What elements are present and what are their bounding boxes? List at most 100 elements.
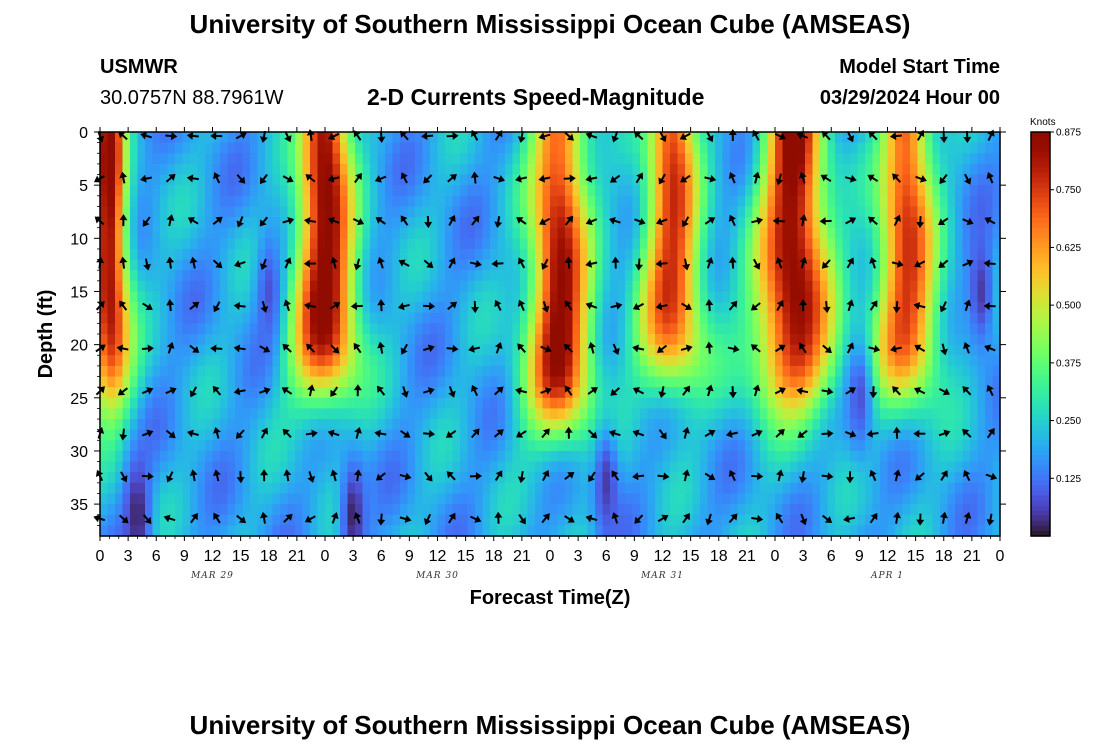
heatmap-cell: [752, 504, 761, 516]
heatmap-cell: [175, 419, 184, 431]
heatmap-cell: [287, 323, 296, 335]
heatmap-cell: [610, 185, 619, 197]
heatmap-cell: [977, 227, 986, 239]
heatmap-cell: [302, 429, 311, 441]
heatmap-cell: [580, 334, 589, 346]
heatmap-cell: [565, 195, 574, 208]
heatmap-cell: [227, 525, 236, 537]
heatmap-cell: [857, 344, 866, 356]
heatmap-cell: [505, 185, 514, 197]
heatmap-cell: [115, 153, 124, 165]
heatmap-cell: [317, 376, 326, 388]
heatmap-cell: [565, 440, 574, 452]
heatmap-cell: [385, 227, 394, 239]
heatmap-cell: [340, 142, 349, 154]
heatmap-cell: [797, 163, 806, 176]
heatmap-cell: [280, 365, 289, 378]
heatmap-cell: [482, 259, 491, 271]
heatmap-cell: [692, 185, 701, 197]
heatmap-cell: [752, 482, 761, 495]
heatmap-cell: [782, 525, 791, 537]
heatmap-cell: [242, 227, 251, 239]
heatmap-cell: [887, 291, 896, 303]
heatmap-cell: [955, 132, 964, 144]
heatmap-cell: [467, 525, 476, 537]
heatmap-cell: [587, 440, 596, 452]
heatmap-cell: [730, 195, 739, 208]
heatmap-cell: [520, 185, 529, 197]
heatmap-cell: [535, 270, 544, 282]
heatmap-cell: [347, 323, 356, 335]
heatmap-cell: [145, 504, 154, 516]
heatmap-cell: [700, 195, 709, 208]
heatmap-cell: [190, 376, 199, 388]
heatmap-cell: [152, 206, 161, 218]
heatmap-cell: [490, 227, 499, 239]
heatmap-cell: [805, 525, 814, 537]
heatmap-cell: [970, 334, 979, 346]
heatmap-cell: [722, 206, 731, 218]
heatmap-cell: [152, 525, 161, 537]
heatmap-cell: [992, 132, 1001, 144]
heatmap-cell: [445, 248, 454, 261]
heatmap-cell: [190, 248, 199, 261]
heatmap-cell: [760, 153, 769, 165]
heatmap-cell: [107, 504, 116, 516]
heatmap-cell: [737, 163, 746, 176]
heatmap-cell: [197, 174, 206, 186]
heatmap-cell: [550, 419, 559, 431]
heatmap-cell: [640, 185, 649, 197]
heatmap-cell: [527, 429, 536, 441]
current-vector: [940, 343, 948, 356]
current-vector: [236, 471, 245, 484]
current-vector: [796, 387, 809, 395]
heatmap-cell: [340, 514, 349, 526]
heatmap-cell: [137, 185, 146, 197]
heatmap-cell: [760, 132, 769, 144]
heatmap-cell: [632, 163, 641, 176]
heatmap-cell: [955, 323, 964, 335]
heatmap-cell: [325, 302, 334, 314]
heatmap-cell: [197, 259, 206, 271]
heatmap-cell: [557, 355, 566, 367]
heatmap-cell: [767, 429, 776, 441]
heatmap-cell: [265, 419, 274, 431]
heatmap-cell: [182, 153, 191, 165]
heatmap-cell: [205, 482, 214, 495]
heatmap-cell: [827, 450, 836, 463]
heatmap-cell: [707, 153, 716, 165]
current-vector: [682, 258, 691, 271]
heatmap-cell: [542, 472, 551, 484]
heatmap-cell: [782, 408, 791, 420]
heatmap-cell: [685, 238, 694, 250]
heatmap-cell: [272, 153, 281, 165]
heatmap-cell: [647, 153, 656, 165]
heatmap-cell: [662, 387, 671, 399]
heatmap-cell: [572, 142, 581, 154]
heatmap-cell: [970, 429, 979, 441]
heatmap-cell: [137, 408, 146, 420]
heatmap-cell: [970, 291, 979, 303]
heatmap-cell: [272, 248, 281, 261]
current-vector: [282, 175, 294, 183]
heatmap-cell: [737, 525, 746, 537]
heatmap-cell: [602, 259, 611, 271]
heatmap-cell: [670, 291, 679, 303]
heatmap-cell: [857, 514, 866, 526]
heatmap-cell: [235, 163, 244, 176]
heatmap-cell: [205, 419, 214, 431]
heatmap-cell: [460, 514, 469, 526]
heatmap-cell: [707, 450, 716, 463]
current-vector: [166, 341, 175, 354]
heatmap-cell: [970, 504, 979, 516]
heatmap-cell: [242, 334, 251, 346]
heatmap-cell: [550, 355, 559, 367]
heatmap-cell: [175, 482, 184, 495]
heatmap-cell: [347, 302, 356, 314]
heatmap-cell: [272, 429, 281, 441]
heatmap-cell: [220, 248, 229, 261]
heatmap-cell: [512, 323, 521, 335]
current-vector: [680, 344, 693, 353]
current-vector: [728, 386, 737, 399]
heatmap-cell: [910, 302, 919, 314]
